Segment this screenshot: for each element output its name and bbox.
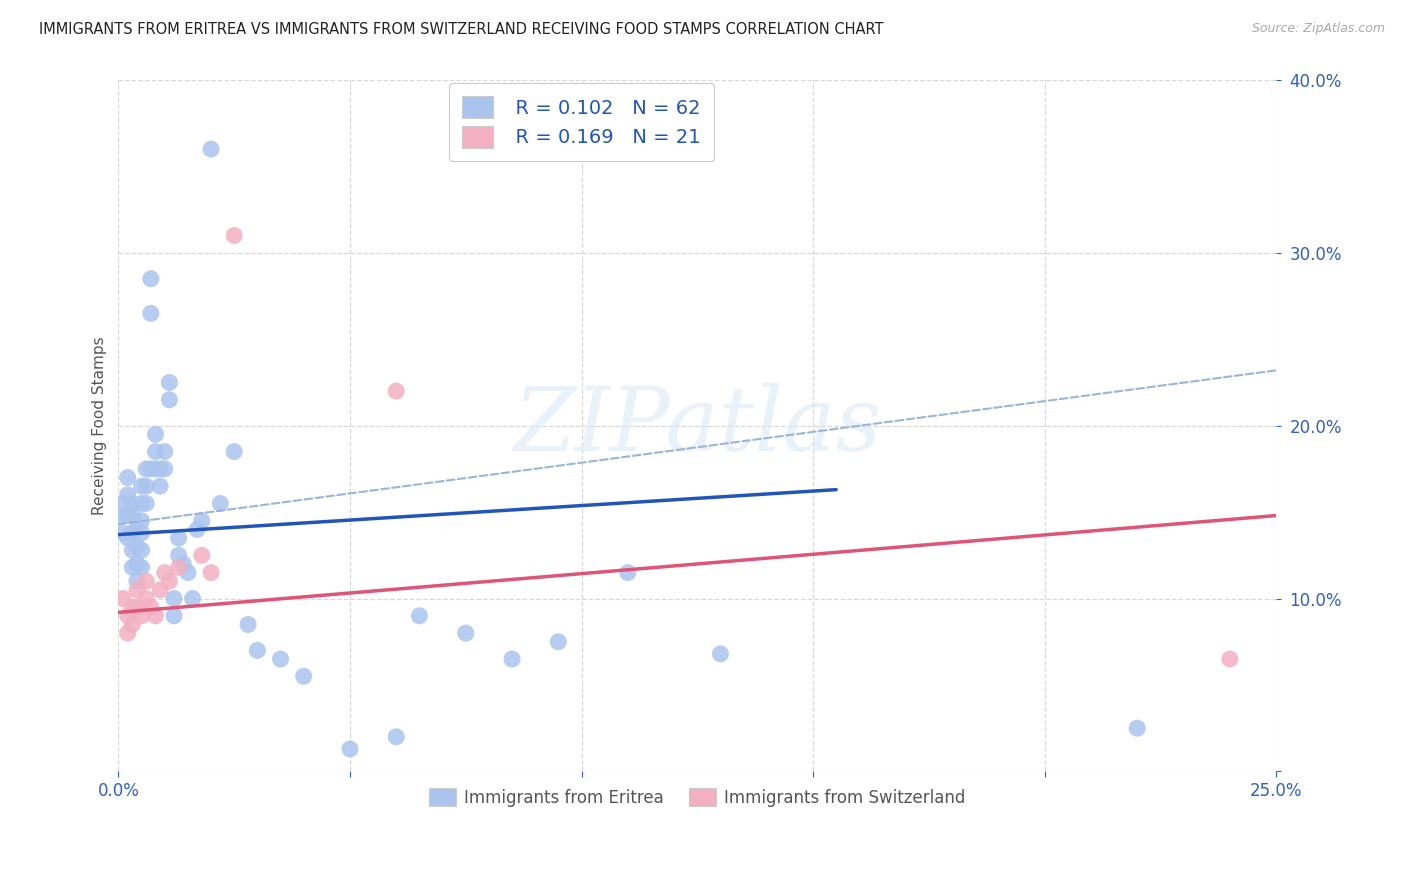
Point — [139, 306, 162, 320]
Point — [131, 479, 153, 493]
Point — [191, 514, 214, 528]
Point — [1126, 721, 1149, 735]
Point — [131, 514, 153, 528]
Point — [339, 742, 361, 756]
Point — [125, 522, 148, 536]
Point — [200, 566, 222, 580]
Point — [167, 560, 190, 574]
Point — [135, 496, 157, 510]
Point — [125, 557, 148, 571]
Point — [186, 522, 208, 536]
Point — [709, 647, 731, 661]
Point — [112, 496, 135, 510]
Point — [121, 508, 143, 523]
Point — [385, 384, 408, 398]
Point — [125, 600, 148, 615]
Point — [153, 444, 176, 458]
Point — [117, 508, 139, 523]
Point — [163, 608, 186, 623]
Point — [117, 488, 139, 502]
Point — [167, 531, 190, 545]
Text: IMMIGRANTS FROM ERITREA VS IMMIGRANTS FROM SWITZERLAND RECEIVING FOOD STAMPS COR: IMMIGRANTS FROM ERITREA VS IMMIGRANTS FR… — [39, 22, 884, 37]
Point — [125, 574, 148, 589]
Point — [117, 608, 139, 623]
Point — [131, 560, 153, 574]
Point — [501, 652, 523, 666]
Point — [153, 462, 176, 476]
Point — [149, 582, 172, 597]
Point — [145, 427, 167, 442]
Point — [131, 608, 153, 623]
Point — [121, 600, 143, 615]
Point — [121, 496, 143, 510]
Point — [163, 591, 186, 606]
Point — [145, 462, 167, 476]
Point — [112, 591, 135, 606]
Y-axis label: Receiving Food Stamps: Receiving Food Stamps — [93, 336, 107, 515]
Point — [117, 531, 139, 545]
Point — [145, 608, 167, 623]
Point — [135, 574, 157, 589]
Point — [157, 376, 180, 390]
Point — [139, 462, 162, 476]
Point — [191, 549, 214, 563]
Point — [135, 462, 157, 476]
Point — [236, 617, 259, 632]
Point — [121, 525, 143, 540]
Point — [224, 228, 246, 243]
Point — [181, 591, 204, 606]
Point — [167, 549, 190, 563]
Point — [292, 669, 315, 683]
Point — [200, 142, 222, 156]
Point — [125, 540, 148, 554]
Point — [177, 566, 200, 580]
Point — [112, 508, 135, 523]
Point — [224, 444, 246, 458]
Point — [246, 643, 269, 657]
Point — [117, 626, 139, 640]
Point — [145, 444, 167, 458]
Point — [547, 634, 569, 648]
Point — [139, 272, 162, 286]
Point — [172, 557, 194, 571]
Point — [1219, 652, 1241, 666]
Point — [617, 566, 640, 580]
Point — [121, 617, 143, 632]
Text: Source: ZipAtlas.com: Source: ZipAtlas.com — [1251, 22, 1385, 36]
Legend: Immigrants from Eritrea, Immigrants from Switzerland: Immigrants from Eritrea, Immigrants from… — [420, 780, 974, 815]
Point — [149, 479, 172, 493]
Point — [270, 652, 292, 666]
Point — [454, 626, 477, 640]
Point — [135, 479, 157, 493]
Point — [209, 496, 232, 510]
Point — [125, 582, 148, 597]
Point — [408, 608, 430, 623]
Point — [149, 462, 172, 476]
Point — [385, 730, 408, 744]
Point — [153, 566, 176, 580]
Point — [121, 543, 143, 558]
Point — [139, 600, 162, 615]
Point — [117, 470, 139, 484]
Point — [121, 560, 143, 574]
Point — [157, 392, 180, 407]
Point — [157, 574, 180, 589]
Point — [112, 525, 135, 540]
Point — [135, 591, 157, 606]
Point — [131, 525, 153, 540]
Text: ZIPatlas: ZIPatlas — [513, 383, 882, 469]
Point — [131, 543, 153, 558]
Point — [131, 496, 153, 510]
